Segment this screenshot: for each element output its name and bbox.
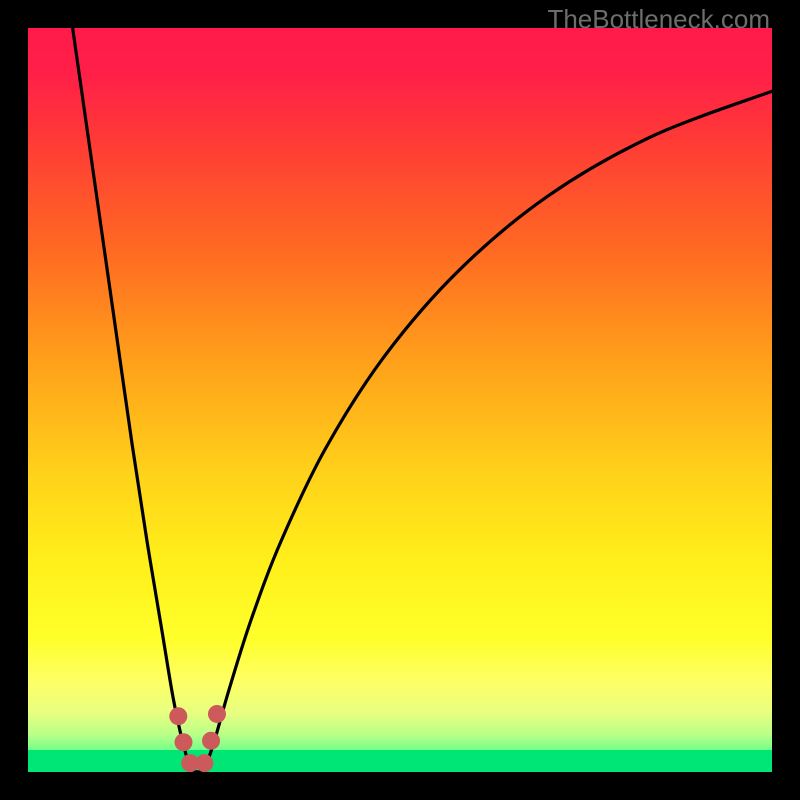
- watermark-text: TheBottleneck.com: [547, 4, 770, 35]
- marker-group: [169, 705, 226, 772]
- marker-point: [175, 733, 193, 751]
- curve-layer: [0, 0, 800, 800]
- chart-root: TheBottleneck.com: [0, 0, 800, 800]
- marker-point: [202, 732, 220, 750]
- marker-point: [169, 707, 187, 725]
- bottleneck-curve: [73, 28, 772, 772]
- marker-point: [195, 754, 213, 772]
- marker-point: [208, 705, 226, 723]
